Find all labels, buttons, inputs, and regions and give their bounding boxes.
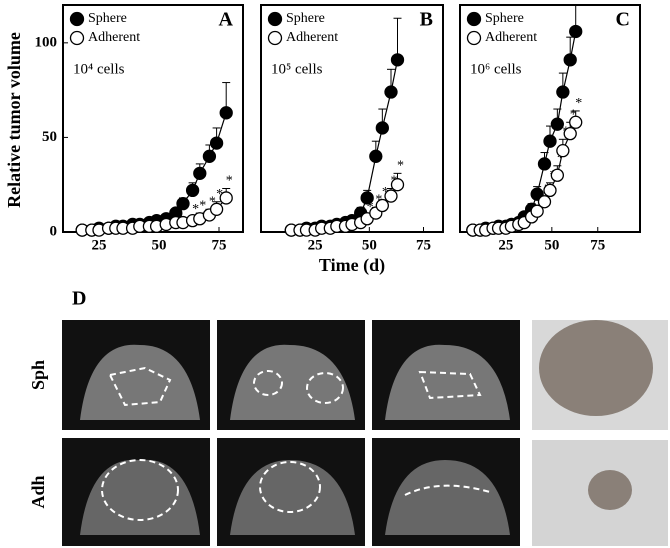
annotation: 10⁵ cells — [271, 61, 323, 77]
data-point — [176, 196, 190, 211]
data-point — [563, 53, 577, 67]
legend-marker — [466, 11, 482, 27]
data-point — [556, 144, 570, 158]
data-point — [390, 53, 405, 67]
ultrasound-images — [62, 320, 668, 546]
panel-label: B — [420, 9, 433, 31]
data-point — [209, 202, 224, 216]
legend-label: Sphere — [88, 11, 127, 26]
data-point — [563, 126, 577, 141]
data-point — [556, 85, 570, 99]
data-point — [384, 85, 398, 99]
significance-mark: * — [570, 108, 577, 123]
data-point — [550, 168, 564, 182]
data-point — [550, 117, 564, 131]
significance-mark: * — [199, 198, 206, 213]
data-point — [543, 183, 557, 198]
legend-marker — [69, 11, 85, 27]
x-tick-label: 25 — [308, 237, 323, 253]
significance-mark: * — [367, 200, 374, 215]
annotation: 10⁴ cells — [73, 61, 125, 77]
x-tick-label: 50 — [544, 237, 559, 253]
x-tick-label: 75 — [590, 237, 605, 253]
x-tick-label: 75 — [212, 237, 227, 253]
legend-label: Adherent — [485, 30, 537, 45]
significance-mark: * — [575, 96, 582, 111]
significance-mark: * — [209, 195, 216, 210]
data-point — [219, 191, 233, 205]
data-point — [369, 149, 383, 163]
data-point — [543, 134, 557, 148]
panel-label: A — [219, 9, 234, 31]
data-point — [384, 189, 398, 203]
legend-marker — [69, 30, 85, 46]
data-point — [360, 191, 374, 205]
y-tick-label: 0 — [50, 223, 58, 239]
annotation: 10⁶ cells — [470, 61, 522, 77]
data-point — [530, 204, 544, 218]
x-tick-label: 75 — [416, 237, 431, 253]
data-point — [202, 149, 217, 163]
data-point — [537, 157, 552, 171]
x-axis-label: Time (d) — [319, 255, 385, 276]
data-point — [185, 183, 200, 198]
y-axis-label: Relative tumor volume — [4, 32, 24, 208]
plot-frame — [459, 4, 641, 233]
data-point — [537, 195, 552, 209]
legend-label: Sphere — [286, 11, 325, 26]
x-tick-label: 50 — [362, 237, 377, 253]
legend-marker — [267, 30, 283, 46]
legend-marker — [466, 30, 482, 46]
y-tick-label: 50 — [42, 129, 57, 145]
significance-mark: * — [557, 151, 564, 166]
x-tick-label: 25 — [498, 237, 513, 253]
significance-mark: * — [192, 202, 199, 217]
panel-label: C — [616, 9, 630, 31]
data-point — [375, 198, 389, 213]
plot-frame — [62, 4, 244, 233]
significance-mark: * — [216, 187, 223, 202]
x-tick-label: 50 — [152, 237, 167, 253]
data-point — [569, 115, 583, 129]
legend-label: Adherent — [88, 30, 140, 45]
legend-label: Adherent — [286, 30, 338, 45]
legend-label: Sphere — [485, 11, 524, 26]
data-point — [219, 106, 233, 120]
data-point — [390, 178, 405, 192]
row-label: Sph — [28, 360, 48, 390]
legend-marker — [267, 11, 283, 27]
significance-mark: * — [382, 185, 389, 200]
plot-frame — [260, 4, 444, 233]
data-point — [209, 136, 224, 150]
data-point — [569, 24, 583, 39]
significance-mark: * — [397, 159, 404, 174]
row-label: Adh — [28, 475, 48, 508]
data-point — [375, 121, 389, 135]
y-tick-label: 100 — [35, 34, 58, 50]
x-tick-label: 25 — [92, 237, 107, 253]
panel-label: D — [72, 288, 86, 310]
significance-mark: * — [226, 174, 233, 189]
data-point — [193, 166, 207, 181]
